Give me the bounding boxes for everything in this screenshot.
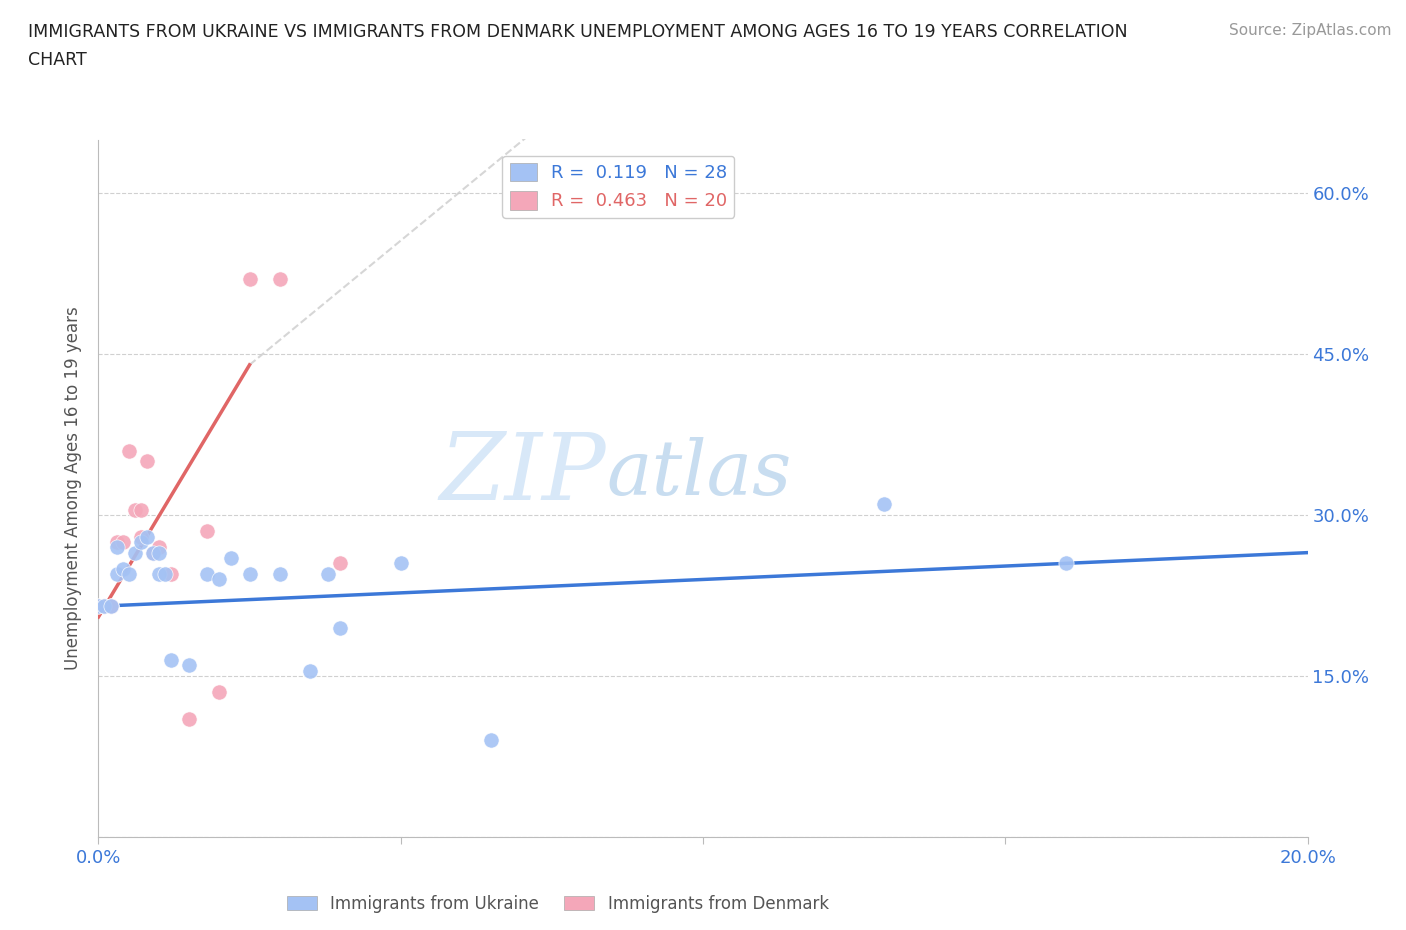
Point <box>481 733 503 748</box>
Point <box>389 556 412 571</box>
Point <box>129 502 152 517</box>
Point <box>329 556 352 571</box>
Point <box>100 599 122 614</box>
Point <box>148 539 170 554</box>
Text: atlas: atlas <box>606 437 792 512</box>
Point <box>129 535 152 550</box>
Text: CHART: CHART <box>28 51 87 69</box>
Point <box>105 539 128 554</box>
Point <box>148 566 170 581</box>
Point <box>118 566 141 581</box>
Point <box>135 529 157 544</box>
Point <box>100 599 122 614</box>
Text: Source: ZipAtlas.com: Source: ZipAtlas.com <box>1229 23 1392 38</box>
Point <box>111 562 134 577</box>
Point <box>208 572 231 587</box>
Point <box>100 599 122 614</box>
Point <box>87 599 110 614</box>
Point <box>105 566 128 581</box>
Point <box>269 272 291 286</box>
Point <box>239 272 262 286</box>
Point <box>105 535 128 550</box>
Point <box>118 444 141 458</box>
Point <box>221 551 243 565</box>
Point <box>148 545 170 560</box>
Point <box>208 684 231 699</box>
Point <box>142 545 165 560</box>
Point <box>111 535 134 550</box>
Point <box>153 566 176 581</box>
Point <box>179 658 201 672</box>
Point <box>93 599 115 614</box>
Point <box>329 620 352 635</box>
Text: IMMIGRANTS FROM UKRAINE VS IMMIGRANTS FROM DENMARK UNEMPLOYMENT AMONG AGES 16 TO: IMMIGRANTS FROM UKRAINE VS IMMIGRANTS FR… <box>28 23 1128 41</box>
Point <box>239 566 262 581</box>
Point <box>160 653 183 668</box>
Point <box>179 711 201 726</box>
Point <box>299 663 322 678</box>
Text: ZIP: ZIP <box>440 430 606 519</box>
Point <box>316 566 339 581</box>
Point <box>93 599 115 614</box>
Point <box>135 454 157 469</box>
Legend: R =  0.119   N = 28, R =  0.463   N = 20: R = 0.119 N = 28, R = 0.463 N = 20 <box>502 155 734 218</box>
Point <box>124 545 146 560</box>
Point <box>124 502 146 517</box>
Y-axis label: Unemployment Among Ages 16 to 19 years: Unemployment Among Ages 16 to 19 years <box>65 306 83 671</box>
Point <box>195 524 218 538</box>
Point <box>195 566 218 581</box>
Point <box>873 497 896 512</box>
Point <box>87 599 110 614</box>
Point <box>269 566 291 581</box>
Point <box>142 545 165 560</box>
Point <box>129 529 152 544</box>
Point <box>160 566 183 581</box>
Point <box>1054 556 1077 571</box>
